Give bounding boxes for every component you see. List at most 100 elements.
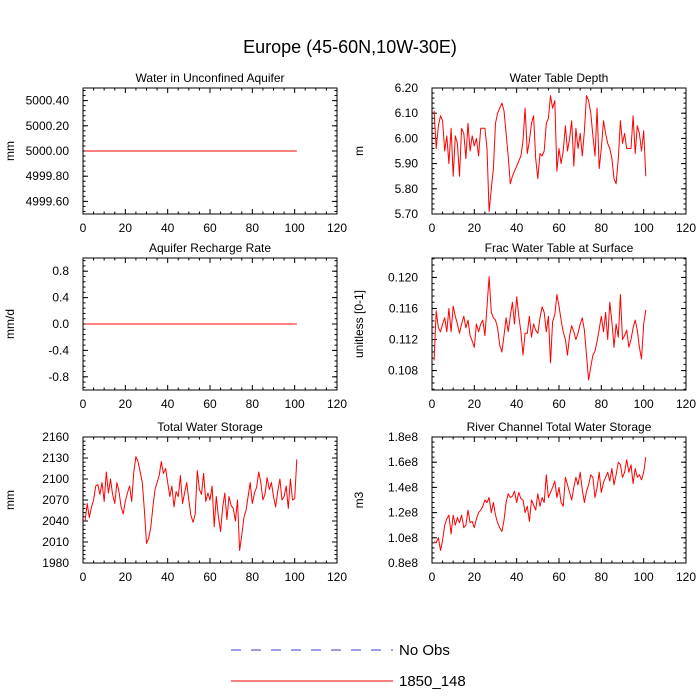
x-tick-label: 60 xyxy=(203,570,217,584)
x-tick-label: 0 xyxy=(429,570,436,584)
x-tick-label: 40 xyxy=(510,221,524,235)
y-tick-label: 2010 xyxy=(42,535,69,549)
plot-frame-total-water-storage xyxy=(82,436,338,564)
x-tick-label: 0 xyxy=(80,570,87,584)
y-axis-label-river-channel-total-water-storage: m3 xyxy=(352,491,366,508)
y-tick-label: 6.10 xyxy=(395,106,419,120)
panel-title-frac-water-table-at-surface: Frac Water Table at Surface xyxy=(485,241,634,255)
x-tick-label: 80 xyxy=(595,397,609,411)
y-tick-label: 0.112 xyxy=(389,333,418,347)
plot-frame-frac-water-table-at-surface xyxy=(431,257,687,391)
x-tick-label: 120 xyxy=(327,221,347,235)
y-tick-label: 2130 xyxy=(42,451,69,465)
legend-label-no-obs: No Obs xyxy=(399,642,450,659)
y-axis-label-aquifer-recharge-rate: mm/d xyxy=(3,309,17,339)
y-tick-label: 1.2e8 xyxy=(388,506,418,520)
y-tick-label: -0.4 xyxy=(48,343,69,357)
x-tick-label: 60 xyxy=(203,221,217,235)
x-tick-label: 40 xyxy=(510,397,524,411)
y-axis-label-frac-water-table-at-surface: unitless [0-1] xyxy=(352,290,366,358)
x-tick-label: 100 xyxy=(285,570,305,584)
panel-title-total-water-storage: Total Water Storage xyxy=(157,420,263,434)
x-tick-label: 40 xyxy=(161,397,175,411)
y-tick-label: 0.120 xyxy=(388,270,418,284)
y-tick-label: 0.8e8 xyxy=(388,556,418,570)
x-tick-label: 40 xyxy=(161,570,175,584)
panel-river-channel-total-water-storage: River Channel Total Water Storage m3 0 20 40… xyxy=(352,420,696,584)
y-tick-label: 4999.60 xyxy=(26,194,70,208)
series-line-1850-148 xyxy=(433,457,647,551)
x-tick-label: 20 xyxy=(119,221,133,235)
y-tick-label: 2070 xyxy=(42,493,69,507)
x-tick-label: 60 xyxy=(552,397,566,411)
x-tick-label: 40 xyxy=(161,221,175,235)
y-axis-label-water-in-unconfined-aquifer: mm xyxy=(3,141,17,161)
y-tick-label: 1.6e8 xyxy=(388,455,418,469)
main-title: Europe (45-60N,10W-30E) xyxy=(243,37,457,57)
x-tick-label: 20 xyxy=(468,397,482,411)
x-tick-label: 20 xyxy=(119,397,133,411)
x-tick-label: 80 xyxy=(595,221,609,235)
y-tick-label: -0.8 xyxy=(48,370,69,384)
legend: No Obs 1850_148 xyxy=(231,642,466,690)
plot-frame-water-table-depth xyxy=(431,87,687,215)
series-line-1850-148 xyxy=(84,456,298,551)
panel-aquifer-recharge-rate: Aquifer Recharge Rate mm/d 0 20 40 60 80 100 120… xyxy=(3,241,347,411)
panel-water-table-depth: Water Table Depth m 0 20 40 60 80 100 120 5.70 5.8… xyxy=(352,71,696,235)
x-tick-label: 80 xyxy=(246,397,260,411)
y-tick-label: 2160 xyxy=(42,430,69,444)
y-tick-label: 2040 xyxy=(42,514,69,528)
x-tick-label: 120 xyxy=(676,221,696,235)
panel-title-water-in-unconfined-aquifer: Water in Unconfined Aquifer xyxy=(136,71,285,85)
x-tick-label: 0 xyxy=(429,397,436,411)
x-tick-label: 60 xyxy=(203,397,217,411)
series-line-1850-148 xyxy=(433,95,647,212)
y-tick-label: 5000.00 xyxy=(26,144,70,158)
x-tick-label: 20 xyxy=(468,221,482,235)
y-tick-label: 2100 xyxy=(42,472,69,486)
x-tick-label: 0 xyxy=(429,221,436,235)
panel-water-in-unconfined-aquifer: Water in Unconfined Aquifer mm 0 20 40 60 80 10… xyxy=(3,71,347,235)
x-tick-label: 0 xyxy=(80,397,87,411)
x-tick-label: 100 xyxy=(634,221,654,235)
y-tick-label: 0.108 xyxy=(388,364,418,378)
x-tick-label: 100 xyxy=(634,570,654,584)
plot-frame-water-in-unconfined-aquifer xyxy=(82,87,338,215)
y-tick-label: 6.20 xyxy=(395,81,419,95)
x-tick-label: 40 xyxy=(510,570,524,584)
x-tick-label: 100 xyxy=(634,397,654,411)
x-tick-label: 20 xyxy=(119,570,133,584)
y-tick-label: 0.116 xyxy=(389,301,418,315)
y-tick-label: 5000.20 xyxy=(26,119,70,133)
panel-title-aquifer-recharge-rate: Aquifer Recharge Rate xyxy=(149,241,271,255)
y-tick-label: 0.8 xyxy=(52,264,69,278)
y-tick-label: 1.4e8 xyxy=(388,480,418,494)
y-axis-label-total-water-storage: mm xyxy=(3,490,17,510)
x-tick-label: 120 xyxy=(327,397,347,411)
plot-frame-river-channel-total-water-storage xyxy=(431,436,687,564)
x-tick-label: 120 xyxy=(327,570,347,584)
panel-title-river-channel-total-water-storage: River Channel Total Water Storage xyxy=(467,420,652,434)
panel-frac-water-table-at-surface: Frac Water Table at Surface unitless [0-1… xyxy=(352,241,696,411)
x-tick-label: 100 xyxy=(285,397,305,411)
x-tick-label: 60 xyxy=(552,570,566,584)
x-tick-label: 80 xyxy=(246,570,260,584)
y-tick-label: 5.80 xyxy=(395,182,419,196)
y-tick-label: 5000.40 xyxy=(26,94,70,108)
y-tick-label: 0.0 xyxy=(52,317,69,331)
y-tick-label: 5.90 xyxy=(395,157,419,171)
panel-title-water-table-depth: Water Table Depth xyxy=(510,71,609,85)
plot-frame-aquifer-recharge-rate xyxy=(82,257,338,391)
x-tick-label: 80 xyxy=(595,570,609,584)
y-tick-label: 4999.80 xyxy=(26,169,70,183)
x-tick-label: 100 xyxy=(285,221,305,235)
legend-label-1850-148: 1850_148 xyxy=(399,673,466,690)
x-tick-label: 60 xyxy=(552,221,566,235)
y-tick-label: 0.4 xyxy=(52,291,69,305)
x-tick-label: 80 xyxy=(246,221,260,235)
y-tick-label: 1.8e8 xyxy=(388,430,418,444)
x-tick-label: 20 xyxy=(468,570,482,584)
